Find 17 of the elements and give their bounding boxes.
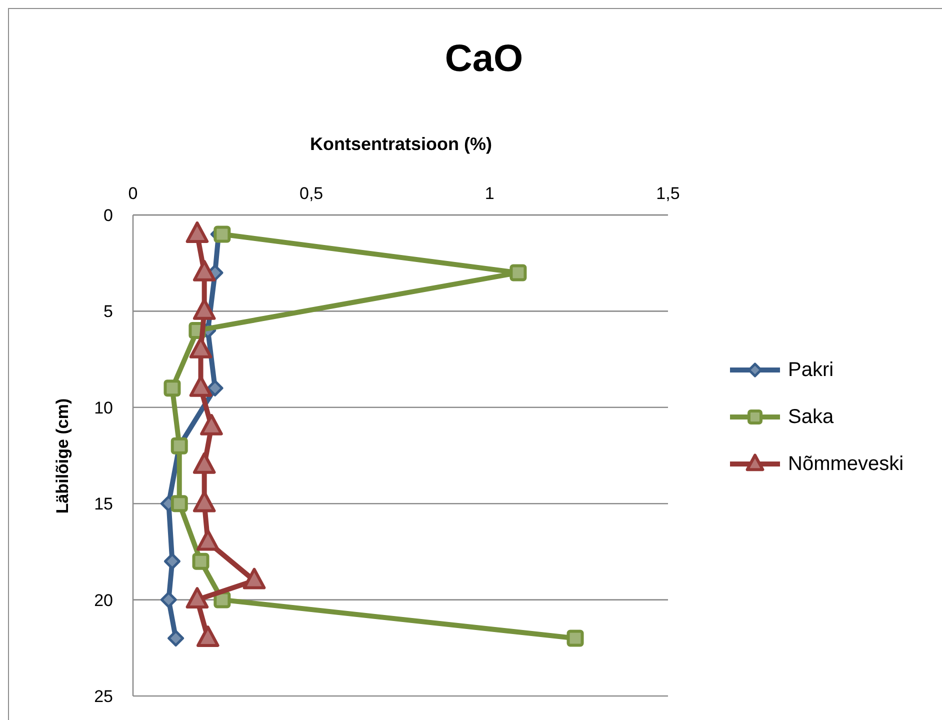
y-axis-title: Läbilõige (cm) — [52, 397, 73, 516]
y-tick-label: 10 — [94, 398, 113, 418]
x-tick-label: 1 — [484, 184, 494, 203]
legend-label: Pakri — [788, 358, 834, 382]
chart-title: CaO — [444, 37, 524, 81]
legend-label: Saka — [788, 404, 834, 428]
y-tick-label: 20 — [94, 590, 113, 610]
chart-frame: CaO Kontsentratsioon (%) Läbilõige (cm) 0 0,5 1 1,5 0 5 10 15 20 25 Pakri Saka Nõmmeveski — [8, 8, 942, 720]
x-tick-label: 1,5 — [656, 184, 680, 203]
legend-label: Nõmmeveski — [788, 452, 904, 476]
x-tick-label: 0,5 — [300, 184, 324, 203]
y-tick-label: 15 — [94, 494, 113, 514]
x-tick-label: 0 — [128, 184, 138, 203]
x-axis-title: Kontsentratsioon (%) — [309, 133, 493, 155]
y-tick-label: 0 — [104, 206, 113, 226]
y-tick-label: 25 — [94, 687, 113, 706]
y-tick-label: 5 — [104, 302, 113, 322]
